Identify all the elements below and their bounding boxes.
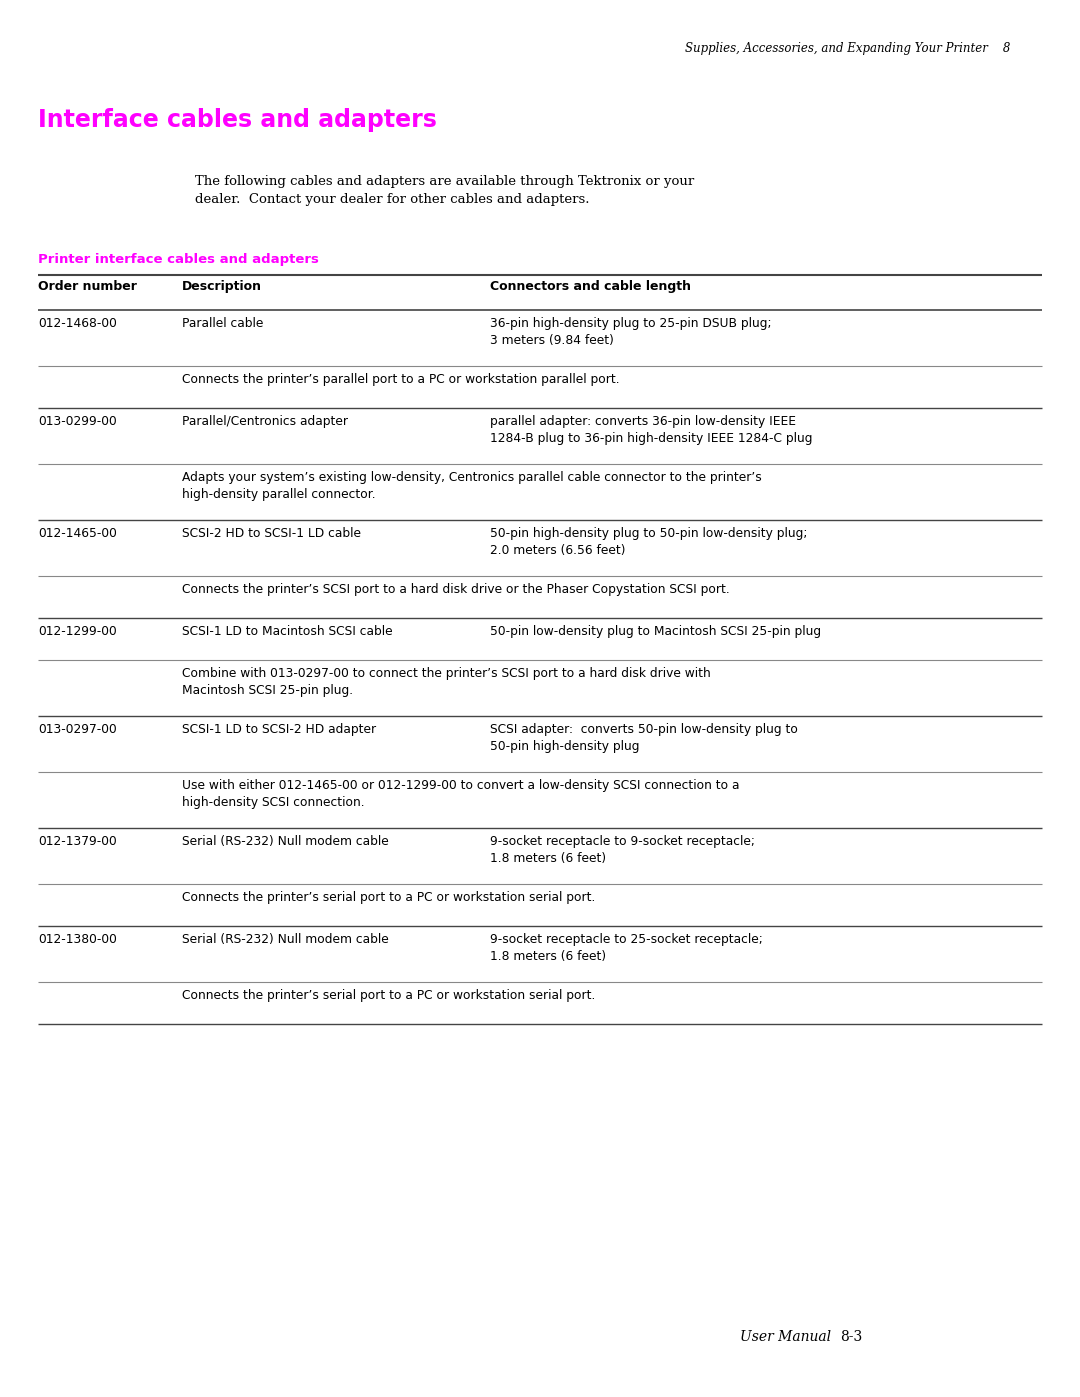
- Text: parallel adapter: converts 36-pin low-density IEEE
1284-B plug to 36-pin high-de: parallel adapter: converts 36-pin low-de…: [490, 415, 812, 446]
- Text: Connects the printer’s serial port to a PC or workstation serial port.: Connects the printer’s serial port to a …: [183, 891, 595, 904]
- Text: Serial (RS-232) Null modem cable: Serial (RS-232) Null modem cable: [183, 933, 389, 946]
- Text: 012-1299-00: 012-1299-00: [38, 624, 117, 638]
- Text: SCSI-1 LD to Macintosh SCSI cable: SCSI-1 LD to Macintosh SCSI cable: [183, 624, 393, 638]
- Text: SCSI adapter:  converts 50-pin low-density plug to
50-pin high-density plug: SCSI adapter: converts 50-pin low-densit…: [490, 724, 798, 753]
- Text: Serial (RS-232) Null modem cable: Serial (RS-232) Null modem cable: [183, 835, 389, 848]
- Text: Connectors and cable length: Connectors and cable length: [490, 279, 691, 293]
- Text: 013-0299-00: 013-0299-00: [38, 415, 117, 427]
- Text: Connects the printer’s parallel port to a PC or workstation parallel port.: Connects the printer’s parallel port to …: [183, 373, 620, 386]
- Text: The following cables and adapters are available through Tektronix or your
dealer: The following cables and adapters are av…: [195, 175, 694, 205]
- Text: SCSI-2 HD to SCSI-1 LD cable: SCSI-2 HD to SCSI-1 LD cable: [183, 527, 361, 541]
- Text: Parallel cable: Parallel cable: [183, 317, 264, 330]
- Text: Supplies, Accessories, and Expanding Your Printer    8: Supplies, Accessories, and Expanding You…: [685, 42, 1011, 54]
- Text: 9-socket receptacle to 9-socket receptacle;
1.8 meters (6 feet): 9-socket receptacle to 9-socket receptac…: [490, 835, 755, 865]
- Text: SCSI-1 LD to SCSI-2 HD adapter: SCSI-1 LD to SCSI-2 HD adapter: [183, 724, 376, 736]
- Text: Order number: Order number: [38, 279, 137, 293]
- Text: Connects the printer’s SCSI port to a hard disk drive or the Phaser Copystation : Connects the printer’s SCSI port to a ha…: [183, 583, 730, 597]
- Text: 012-1380-00: 012-1380-00: [38, 933, 117, 946]
- Text: 013-0297-00: 013-0297-00: [38, 724, 117, 736]
- Text: Adapts your system’s existing low-density, Centronics parallel cable connector t: Adapts your system’s existing low-densit…: [183, 471, 761, 502]
- Text: 012-1468-00: 012-1468-00: [38, 317, 117, 330]
- Text: 012-1379-00: 012-1379-00: [38, 835, 117, 848]
- Text: Combine with 013-0297-00 to connect the printer’s SCSI port to a hard disk drive: Combine with 013-0297-00 to connect the …: [183, 666, 711, 697]
- Text: 50-pin low-density plug to Macintosh SCSI 25-pin plug: 50-pin low-density plug to Macintosh SCS…: [490, 624, 821, 638]
- Text: Parallel/Centronics adapter: Parallel/Centronics adapter: [183, 415, 348, 427]
- Text: User Manual: User Manual: [740, 1330, 832, 1344]
- Text: Printer interface cables and adapters: Printer interface cables and adapters: [38, 253, 319, 265]
- Text: 9-socket receptacle to 25-socket receptacle;
1.8 meters (6 feet): 9-socket receptacle to 25-socket recepta…: [490, 933, 762, 963]
- Text: 36-pin high-density plug to 25-pin DSUB plug;
3 meters (9.84 feet): 36-pin high-density plug to 25-pin DSUB …: [490, 317, 771, 346]
- Text: Interface cables and adapters: Interface cables and adapters: [38, 108, 437, 131]
- Text: 8-3: 8-3: [840, 1330, 862, 1344]
- Text: Use with either 012-1465-00 or 012-1299-00 to convert a low-density SCSI connect: Use with either 012-1465-00 or 012-1299-…: [183, 780, 740, 809]
- Text: Connects the printer’s serial port to a PC or workstation serial port.: Connects the printer’s serial port to a …: [183, 989, 595, 1002]
- Text: 012-1465-00: 012-1465-00: [38, 527, 117, 541]
- Text: Description: Description: [183, 279, 262, 293]
- Text: 50-pin high-density plug to 50-pin low-density plug;
2.0 meters (6.56 feet): 50-pin high-density plug to 50-pin low-d…: [490, 527, 808, 557]
